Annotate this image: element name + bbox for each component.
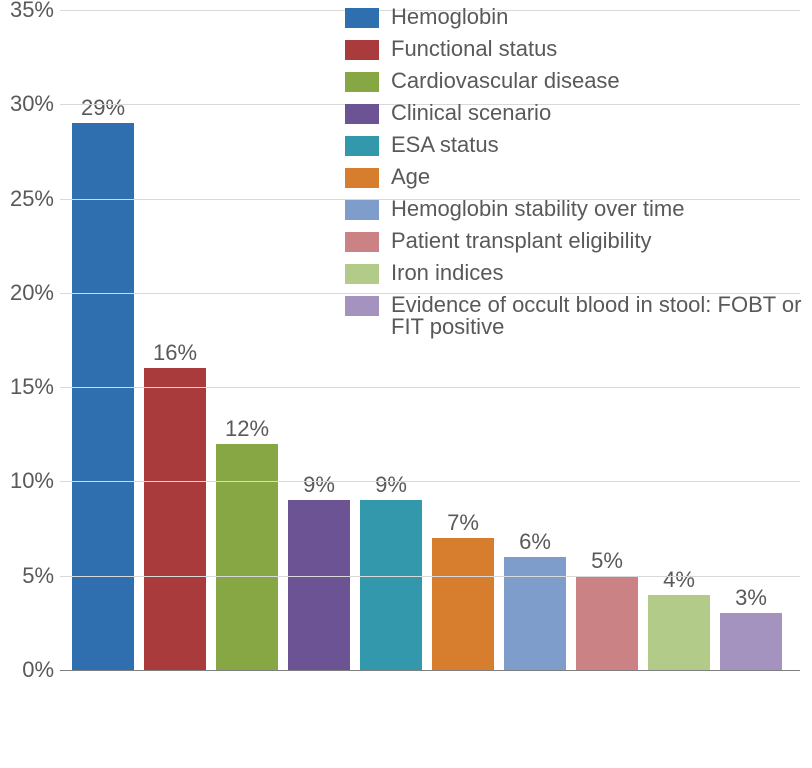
legend-item: Iron indices	[345, 262, 811, 284]
legend-item: Evidence of occult blood in stool: FOBT …	[345, 294, 811, 338]
legend-item: ESA status	[345, 134, 811, 156]
y-tick-label: 0%	[22, 657, 54, 683]
legend-label: Cardiovascular disease	[391, 70, 620, 92]
bar-value-label: 7%	[432, 510, 494, 536]
legend-item: Clinical scenario	[345, 102, 811, 124]
legend-label: Iron indices	[391, 262, 504, 284]
legend-item: Age	[345, 166, 811, 188]
bar-value-label: 5%	[576, 548, 638, 574]
bar-value-label: 12%	[216, 416, 278, 442]
legend-swatch	[345, 104, 379, 124]
legend-item: Hemoglobin	[345, 6, 811, 28]
bar-value-label: 9%	[360, 472, 422, 498]
y-tick-label: 30%	[10, 91, 54, 117]
bar: 4%	[648, 595, 710, 670]
legend-swatch	[345, 200, 379, 220]
bar-value-label: 16%	[144, 340, 206, 366]
y-tick-label: 25%	[10, 186, 54, 212]
bar-value-label: 3%	[720, 585, 782, 611]
bar-value-label: 6%	[504, 529, 566, 555]
bar-value-label: 29%	[72, 95, 134, 121]
bar-value-label: 9%	[288, 472, 350, 498]
legend-swatch	[345, 40, 379, 60]
legend-item: Patient transplant eligibility	[345, 230, 811, 252]
legend-swatch	[345, 264, 379, 284]
legend-label: Evidence of occult blood in stool: FOBT …	[391, 294, 811, 338]
legend-item: Hemoglobin stability over time	[345, 198, 811, 220]
bar: 9%	[360, 500, 422, 670]
legend-swatch	[345, 232, 379, 252]
legend-label: Hemoglobin	[391, 6, 508, 28]
y-tick-label: 35%	[10, 0, 54, 23]
bar: 3%	[720, 613, 782, 670]
bar: 9%	[288, 500, 350, 670]
legend-swatch	[345, 296, 379, 316]
bar: 7%	[432, 538, 494, 670]
legend-label: ESA status	[391, 134, 499, 156]
legend-swatch	[345, 72, 379, 92]
gridline	[60, 576, 800, 577]
y-tick-label: 10%	[10, 468, 54, 494]
bar: 12%	[216, 444, 278, 670]
legend-label: Clinical scenario	[391, 102, 551, 124]
y-tick-label: 5%	[22, 563, 54, 589]
y-tick-label: 15%	[10, 374, 54, 400]
bar: 6%	[504, 557, 566, 670]
legend-item: Cardiovascular disease	[345, 70, 811, 92]
bar: 29%	[72, 123, 134, 670]
legend-swatch	[345, 136, 379, 156]
legend-label: Functional status	[391, 38, 557, 60]
bar: 16%	[144, 368, 206, 670]
y-axis-labels: 0%5%10%15%20%25%30%35%	[0, 10, 58, 670]
legend: Hemoglobin Functional status Cardiovascula…	[345, 6, 811, 348]
legend-swatch	[345, 168, 379, 188]
legend-item: Functional status	[345, 38, 811, 60]
legend-label: Hemoglobin stability over time	[391, 198, 684, 220]
gridline	[60, 481, 800, 482]
legend-label: Patient transplant eligibility	[391, 230, 651, 252]
gridline	[60, 387, 800, 388]
bar-value-label: 4%	[648, 567, 710, 593]
legend-label: Age	[391, 166, 430, 188]
legend-swatch	[345, 8, 379, 28]
bar: 5%	[576, 576, 638, 670]
y-tick-label: 20%	[10, 280, 54, 306]
